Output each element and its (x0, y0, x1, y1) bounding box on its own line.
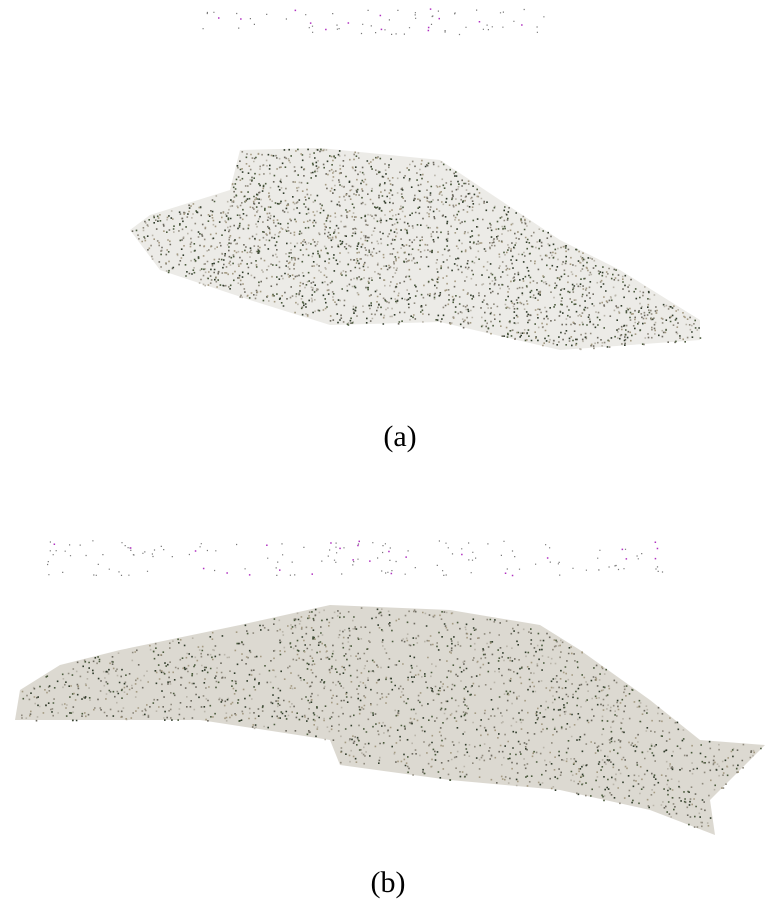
point-cloud-b (15, 540, 765, 835)
figure: (a) (b) (0, 0, 770, 922)
point-cloud-a (130, 8, 701, 350)
camera-points (54, 541, 659, 577)
caption: (b) (371, 866, 406, 899)
camera-points (47, 540, 663, 576)
page: (a) (b) (() => { const data = JSON.parse… (0, 0, 770, 922)
camera-points (203, 9, 545, 35)
caption: (a) (383, 420, 416, 453)
camera-points (218, 8, 523, 31)
